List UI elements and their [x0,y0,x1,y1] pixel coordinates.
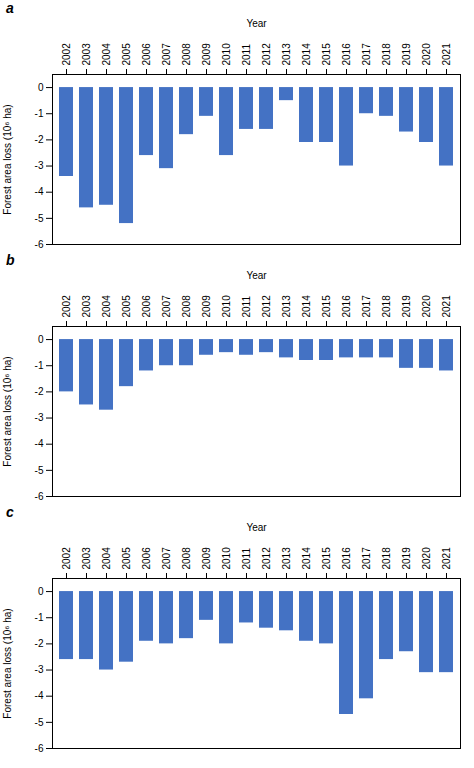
svg-text:2014: 2014 [301,295,312,318]
svg-text:2010: 2010 [221,43,232,66]
svg-text:2002: 2002 [61,295,72,318]
svg-text:2002: 2002 [61,43,72,66]
svg-text:2019: 2019 [401,295,412,318]
svg-text:2009: 2009 [201,295,212,318]
svg-text:-1: -1 [35,612,44,623]
svg-text:2008: 2008 [181,295,192,318]
svg-text:2006: 2006 [141,43,152,66]
svg-text:2019: 2019 [401,43,412,66]
svg-text:-5: -5 [35,213,44,224]
svg-text:2012: 2012 [261,547,272,570]
svg-text:2004: 2004 [101,547,112,570]
svg-text:Forest area loss (10⁶ ha): Forest area loss (10⁶ ha) [2,104,13,214]
svg-text:2015: 2015 [321,43,332,66]
svg-text:2018: 2018 [381,43,392,66]
svg-text:2013: 2013 [281,43,292,66]
svg-text:2018: 2018 [381,547,392,570]
svg-text:2008: 2008 [181,43,192,66]
svg-text:2011: 2011 [241,548,252,570]
svg-text:-3: -3 [35,664,44,675]
svg-text:-6: -6 [35,743,44,754]
svg-text:2014: 2014 [301,547,312,570]
svg-text:2005: 2005 [121,295,132,318]
svg-text:2013: 2013 [281,295,292,318]
svg-text:2016: 2016 [341,547,352,570]
svg-text:2004: 2004 [101,295,112,318]
svg-text:2006: 2006 [141,295,152,318]
svg-text:2009: 2009 [201,547,212,570]
svg-text:Year: Year [246,522,267,533]
svg-text:2017: 2017 [361,43,372,66]
svg-text:2021: 2021 [441,295,452,318]
svg-text:2010: 2010 [221,547,232,570]
svg-text:-2: -2 [35,134,44,145]
svg-text:-5: -5 [35,465,44,476]
html-text:c: c [6,504,14,520]
svg-text:2014: 2014 [301,43,312,66]
svg-text:Forest area loss (10⁶ ha): Forest area loss (10⁶ ha) [2,356,13,466]
svg-text:-6: -6 [35,491,44,502]
html-text:a: a [6,0,14,16]
svg-text:2013: 2013 [281,547,292,570]
svg-text:2015: 2015 [321,547,332,570]
svg-text:2009: 2009 [201,43,212,66]
svg-text:Year: Year [246,270,267,281]
svg-text:2017: 2017 [361,295,372,318]
svg-text:2003: 2003 [81,295,92,318]
svg-text:Year: Year [246,18,267,29]
svg-text:2010: 2010 [221,295,232,318]
svg-text:-4: -4 [35,690,44,701]
svg-text:-6: -6 [35,239,44,250]
svg-text:2020: 2020 [421,547,432,570]
svg-text:2002: 2002 [61,547,72,570]
svg-text:2020: 2020 [421,43,432,66]
svg-text:2016: 2016 [341,295,352,318]
svg-text:2016: 2016 [341,43,352,66]
svg-text:2011: 2011 [241,44,252,66]
svg-text:2005: 2005 [121,547,132,570]
svg-text:-5: -5 [35,717,44,728]
svg-text:-3: -3 [35,412,44,423]
svg-text:2012: 2012 [261,295,272,318]
svg-text:2006: 2006 [141,547,152,570]
svg-text:-4: -4 [35,186,44,197]
svg-text:-1: -1 [35,360,44,371]
svg-text:2021: 2021 [441,547,452,570]
svg-text:2007: 2007 [161,295,172,318]
svg-text:2004: 2004 [101,43,112,66]
svg-text:-4: -4 [35,438,44,449]
svg-text:Forest area loss (10⁶ ha): Forest area loss (10⁶ ha) [2,608,13,718]
svg-text:2015: 2015 [321,295,332,318]
svg-text:2007: 2007 [161,43,172,66]
svg-text:0: 0 [38,586,44,597]
svg-text:0: 0 [38,334,44,345]
html-text:b: b [6,252,15,268]
svg-text:-3: -3 [35,160,44,171]
svg-text:-2: -2 [35,386,44,397]
svg-text:0: 0 [38,82,44,93]
svg-text:-1: -1 [35,108,44,119]
svg-text:2017: 2017 [361,547,372,570]
svg-text:2011: 2011 [241,296,252,318]
svg-text:2003: 2003 [81,43,92,66]
svg-text:2018: 2018 [381,295,392,318]
svg-text:2005: 2005 [121,43,132,66]
svg-text:2012: 2012 [261,43,272,66]
svg-text:2007: 2007 [161,547,172,570]
svg-text:-2: -2 [35,638,44,649]
svg-text:2008: 2008 [181,547,192,570]
svg-text:2003: 2003 [81,547,92,570]
svg-text:2021: 2021 [441,43,452,66]
svg-text:2019: 2019 [401,547,412,570]
svg-text:2020: 2020 [421,295,432,318]
